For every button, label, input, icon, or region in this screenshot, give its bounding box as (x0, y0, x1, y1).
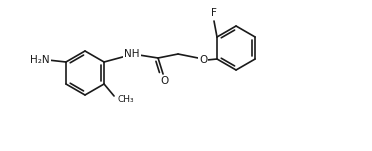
Text: O: O (160, 76, 168, 86)
Text: NH: NH (124, 49, 140, 59)
Text: CH₃: CH₃ (117, 95, 134, 104)
Text: F: F (211, 8, 217, 18)
Text: H₂N: H₂N (30, 55, 50, 65)
Text: O: O (199, 55, 207, 65)
